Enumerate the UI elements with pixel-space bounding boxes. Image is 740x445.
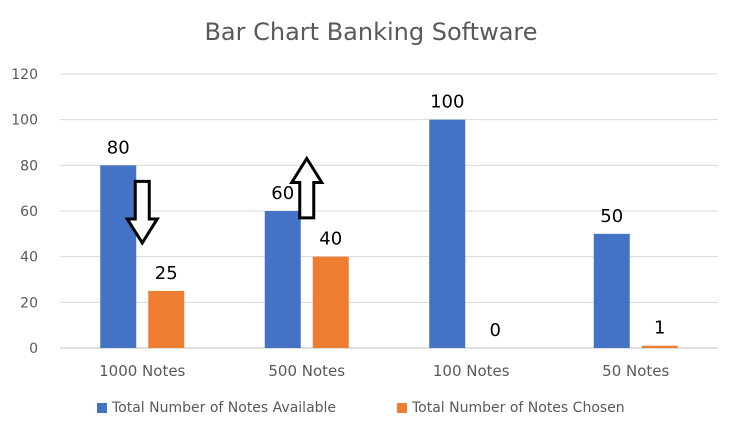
legend-label-available: Total Number of Notes Available [112,400,337,416]
bar-available [264,211,301,348]
data-label: 40 [319,229,342,250]
bar-available [593,233,630,348]
data-label: 100 [430,92,464,113]
data-label: 60 [271,183,294,204]
data-label: 50 [600,206,623,227]
y-tick-label: 100 [11,113,38,129]
bar-chosen [148,290,185,348]
bar-available [429,119,466,349]
chart-title: Bar Chart Banking Software [204,18,537,46]
y-tick-label: 20 [20,295,38,311]
y-tick-label: 60 [20,204,38,220]
legend-item-available: Total Number of Notes Available [97,400,336,416]
x-category-label: 500 Notes [268,362,345,380]
data-label: 80 [107,137,130,158]
arrow-up-icon [289,155,325,220]
legend-swatch-chosen [397,403,407,413]
x-category-label: 100 Notes [433,362,510,380]
annotations [124,155,325,246]
data-label: 1 [654,318,665,339]
bars [100,119,678,349]
y-tick-label: 120 [11,67,38,83]
y-tick-label: 40 [20,250,38,266]
bar-available [100,165,137,348]
x-axis-categories: 1000 Notes 500 Notes 100 Notes 50 Notes [99,362,669,380]
y-tick-label: 0 [29,341,38,357]
legend: Total Number of Notes Available Total Nu… [0,400,740,422]
y-tick-label: 80 [20,158,38,174]
bar-chosen [312,256,349,348]
legend-item-chosen: Total Number of Notes Chosen [397,400,625,416]
bar-chosen [641,345,678,348]
data-labels: 80 25 60 40 100 0 50 1 [107,92,666,341]
x-category-label: 50 Notes [602,362,669,380]
arrow-down-icon [124,179,160,246]
bar-chart: Bar Chart Banking Software 0 20 40 60 80 100 1… [11,18,718,380]
data-label: 25 [155,263,178,284]
legend-swatch-available [97,403,107,413]
y-axis-ticks: 0 20 40 60 80 100 120 [11,67,38,357]
x-category-label: 1000 Notes [99,362,185,380]
legend-label-chosen: Total Number of Notes Chosen [412,400,625,416]
data-label: 0 [490,320,501,341]
